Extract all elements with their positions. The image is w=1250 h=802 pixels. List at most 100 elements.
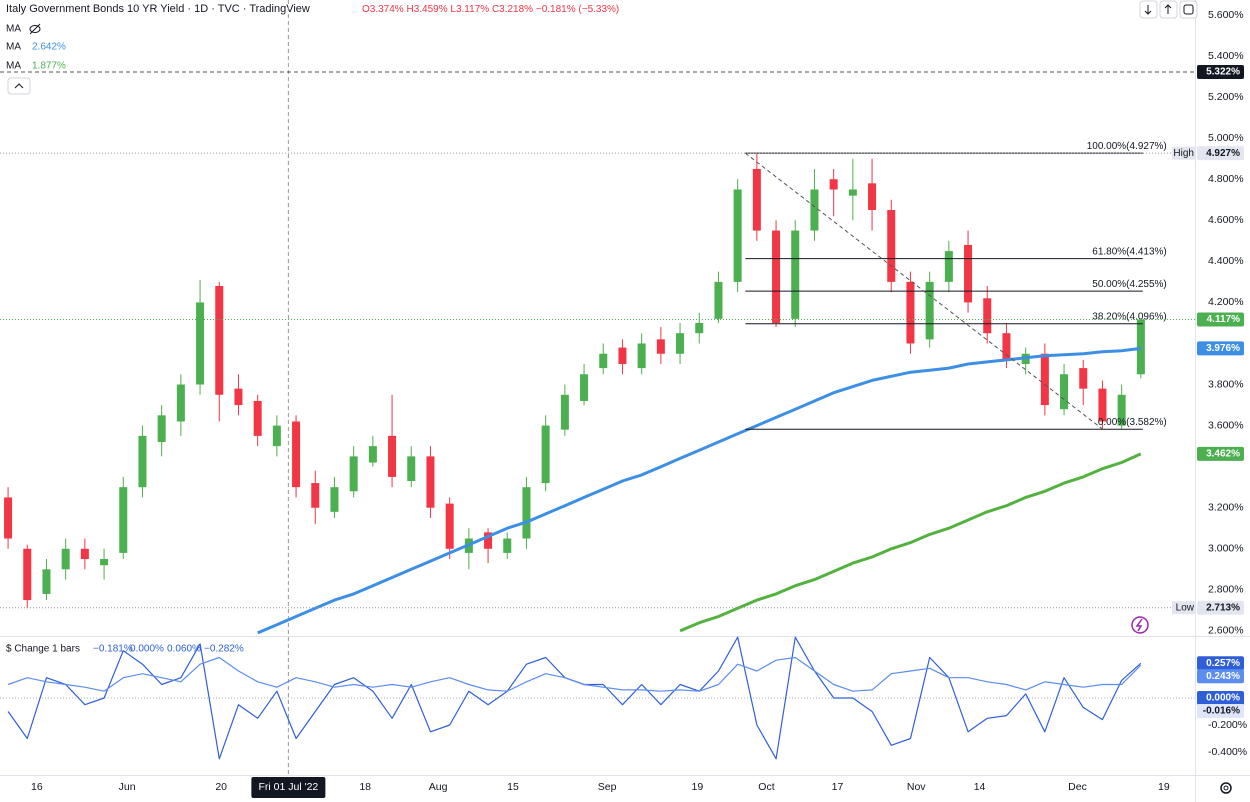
- y-tick-label: 3.000%: [1208, 543, 1244, 555]
- candle-body: [368, 446, 377, 463]
- crosshair-label: Fri 01 Jul '22: [258, 781, 318, 793]
- price-badge: [1197, 656, 1244, 671]
- ma-label: MA: [6, 42, 21, 53]
- candle-body: [272, 425, 281, 447]
- alert-icon[interactable]: [1131, 616, 1149, 634]
- candle-body: [599, 353, 608, 369]
- candle-body: [906, 281, 915, 344]
- x-tick-label: Sep: [598, 781, 617, 793]
- candle-body: [1098, 388, 1107, 422]
- fib-trend: [745, 152, 1104, 430]
- candle-body: [138, 435, 147, 488]
- candle-body: [330, 487, 339, 512]
- badge-tag: High: [1173, 148, 1194, 159]
- x-tick-label: Oct: [758, 781, 774, 793]
- candle-body: [176, 384, 185, 422]
- candle-body: [541, 425, 550, 484]
- toolbar-buttons[interactable]: [1139, 0, 1198, 19]
- price-badge-label: 3.462%: [1206, 449, 1240, 460]
- candle-body: [426, 456, 435, 508]
- candle-body: [714, 281, 723, 319]
- candle-body: [445, 503, 454, 549]
- candle-body: [522, 487, 531, 539]
- ohlc-values: O3.374% H3.459% L3.117% C3.218% −0.181% …: [362, 4, 619, 15]
- candle-body: [983, 298, 992, 334]
- y-tick-label: 4.600%: [1208, 214, 1244, 226]
- ohlc-change: −0.181% (−5.33%): [536, 4, 619, 15]
- badge-tag-bg: [1172, 601, 1196, 615]
- candle-body: [234, 388, 243, 406]
- price-badge: [1197, 690, 1244, 705]
- candle-body: [42, 569, 51, 594]
- x-tick-label: 19: [1158, 781, 1170, 793]
- price-badge: [1197, 703, 1244, 718]
- x-tick-label: Nov: [907, 781, 926, 793]
- price-badge-label: -0.016%: [1203, 706, 1240, 717]
- candle-body: [810, 189, 819, 231]
- candle-body: [944, 251, 953, 282]
- crosshair-label-bg: [251, 777, 326, 798]
- indicator-line: [7, 656, 1142, 692]
- price-badge-label: 2.713%: [1206, 602, 1240, 613]
- x-tick-label: 20: [215, 781, 227, 793]
- candle-body: [215, 285, 224, 395]
- indicator-value: 0.000%: [130, 644, 164, 655]
- indicator-title: $ Change 1 bars: [6, 644, 80, 655]
- candle-body: [1060, 374, 1069, 410]
- candle-body: [196, 302, 205, 385]
- candle-body: [676, 333, 685, 354]
- x-tick-label: 14: [974, 781, 986, 793]
- settings-icon[interactable]: [1220, 782, 1232, 794]
- candle-body: [1079, 368, 1088, 389]
- candle-body: [580, 374, 589, 401]
- y-tick-label: 3.200%: [1208, 501, 1244, 513]
- fib-label: 0.00%(3.582%): [1098, 417, 1167, 428]
- price-badge: [1197, 341, 1244, 356]
- candle-body: [23, 548, 32, 601]
- candle-body: [772, 230, 781, 323]
- y-tick-label: 2.600%: [1208, 625, 1244, 637]
- price-badge-label: 0.257%: [1206, 658, 1240, 669]
- indicator-value: 0.060%: [167, 644, 201, 655]
- candle-body: [1002, 333, 1011, 360]
- chart-title: Italy Government Bonds 10 YR Yield · 1D …: [6, 3, 310, 15]
- candle-body: [560, 394, 569, 430]
- x-tick-label: 16: [31, 781, 43, 793]
- candle-body: [887, 210, 896, 282]
- candle-body: [484, 532, 493, 549]
- y-tick-label: 5.200%: [1208, 91, 1244, 103]
- price-badge-label: 5.322%: [1206, 67, 1240, 78]
- fib-label: 100.00%(4.927%): [1087, 141, 1167, 152]
- ohlc-high: H3.459%: [406, 4, 447, 15]
- y-tick-label: 2.800%: [1208, 584, 1244, 596]
- fib-label: 61.80%(4.413%): [1092, 246, 1167, 257]
- ohlc-low: L3.117%: [450, 4, 489, 15]
- x-tick-label: 17: [832, 781, 844, 793]
- candle-body: [1136, 319, 1145, 375]
- y-tick-label: 5.000%: [1208, 132, 1244, 144]
- candle-body: [1040, 353, 1049, 406]
- x-tick-label: Aug: [429, 781, 448, 793]
- x-tick-label: 18: [359, 781, 371, 793]
- x-tick-label: Dec: [1068, 781, 1087, 793]
- price-badge-label: 4.117%: [1207, 314, 1240, 325]
- visibility-icon[interactable]: [29, 23, 41, 35]
- y-tick-label: 3.800%: [1208, 378, 1244, 390]
- fib-label: 50.00%(4.255%): [1092, 279, 1167, 290]
- candle-body: [311, 483, 320, 508]
- price-badge: [1197, 312, 1244, 327]
- price-badge: [1197, 65, 1244, 80]
- y-tick-label: -0.400%: [1208, 746, 1247, 758]
- indicator-value: −0.282%: [204, 644, 244, 655]
- candle-body: [80, 548, 89, 560]
- candle-body: [637, 343, 646, 369]
- candle-body: [695, 322, 704, 334]
- candle-body: [1117, 394, 1126, 426]
- badge-tag: Low: [1176, 602, 1195, 613]
- candle-body: [925, 281, 934, 340]
- collapse-button[interactable]: [7, 77, 31, 95]
- y-tick-label: 4.200%: [1208, 296, 1244, 308]
- ma-value: 2.642%: [32, 42, 66, 53]
- x-tick-label: 15: [507, 781, 519, 793]
